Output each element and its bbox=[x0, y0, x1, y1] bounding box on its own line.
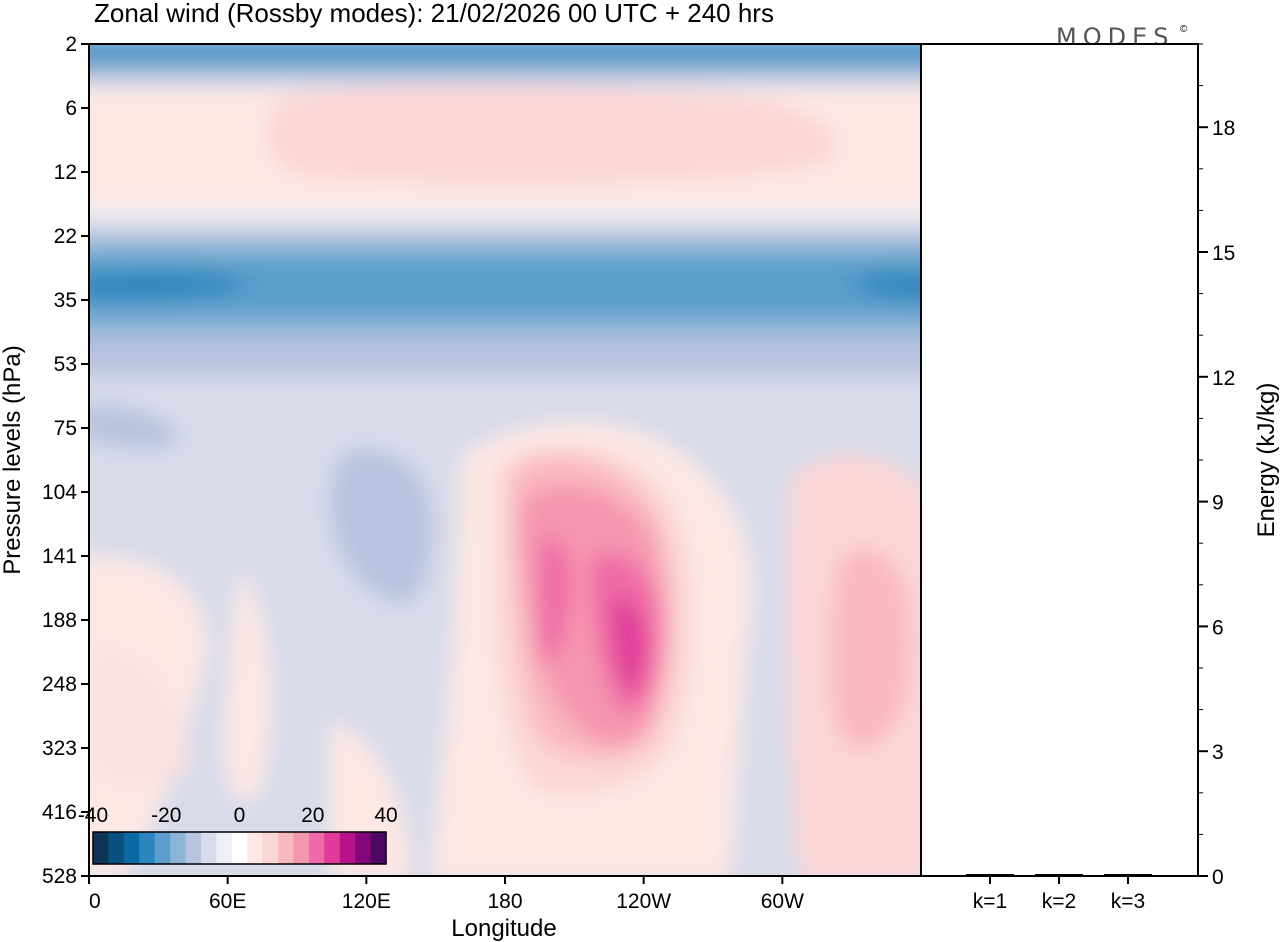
colorbar-swatch bbox=[231, 832, 248, 864]
pink-lower-west-core bbox=[90, 648, 190, 787]
y-tick-label: 2 bbox=[65, 33, 77, 56]
easterly-core-west bbox=[89, 271, 250, 300]
y-axis-label: Pressure levels (hPa) bbox=[0, 345, 26, 574]
colorbar-tick-label: -20 bbox=[151, 804, 181, 827]
energy-tick-label: 6 bbox=[1212, 616, 1224, 639]
energy-tick-label: 0 bbox=[1212, 866, 1224, 889]
colorbar-swatch bbox=[262, 832, 279, 864]
y-axis: 2 6 12 22 35 53 75 104 141 188 248 323 416 528 bbox=[42, 33, 89, 888]
y-tick-label: 416 bbox=[42, 801, 77, 824]
energy-bar bbox=[1104, 874, 1152, 876]
colorbar-swatch bbox=[355, 832, 372, 864]
band-top-3 bbox=[89, 72, 921, 82]
easterly-core-east bbox=[850, 273, 921, 300]
colorbar-tick-label: 20 bbox=[301, 804, 324, 827]
colorbar-tick-label: -40 bbox=[78, 804, 108, 827]
logo-mark: © bbox=[1180, 24, 1188, 35]
y-tick-label: 53 bbox=[54, 353, 77, 376]
y-tick-label: 22 bbox=[54, 225, 77, 248]
energy-bars: k=1 k=2 k=3 bbox=[966, 874, 1152, 913]
colorbar-swatch bbox=[216, 832, 233, 864]
field-shapes bbox=[89, 44, 921, 876]
colorbar-swatch bbox=[324, 832, 341, 864]
y-tick-label: 35 bbox=[54, 289, 77, 312]
colorbar-swatch bbox=[108, 832, 125, 864]
band-low-1 bbox=[89, 316, 921, 338]
colorbar-frame bbox=[92, 831, 387, 865]
patch-west bbox=[89, 404, 180, 449]
y-tick-label: 6 bbox=[65, 97, 77, 120]
jet-core-max bbox=[612, 598, 645, 692]
x-tick-label: 0 bbox=[89, 890, 101, 913]
colorbar-swatch bbox=[293, 832, 310, 864]
colorbar-swatch bbox=[278, 832, 295, 864]
band-low-2 bbox=[89, 336, 921, 378]
band-top-2 bbox=[89, 64, 921, 74]
y-tick-label: 104 bbox=[42, 481, 77, 504]
colorbar-swatch bbox=[93, 832, 110, 864]
zonal-wind-field bbox=[89, 44, 921, 876]
energy-category-label: k=3 bbox=[1111, 890, 1145, 913]
chart-title: Zonal wind (Rossby modes): 21/02/2026 00… bbox=[94, 0, 774, 28]
energy-category-label: k=2 bbox=[1042, 890, 1076, 913]
energy-tick-label: 9 bbox=[1212, 492, 1224, 515]
east-westerly-core bbox=[831, 550, 911, 748]
colorbar-tick-label: 0 bbox=[234, 804, 246, 827]
band-transition bbox=[89, 208, 921, 222]
x-tick-label: 60W bbox=[761, 890, 804, 913]
patch-120e bbox=[329, 450, 433, 604]
band-mid-1 bbox=[89, 220, 921, 232]
y-tick-label: 75 bbox=[54, 417, 77, 440]
energy-tick-label: 15 bbox=[1212, 242, 1235, 265]
energy-tick-label: 12 bbox=[1212, 367, 1235, 390]
energy-bar bbox=[966, 874, 1014, 876]
x-axis-label: Longitude bbox=[451, 915, 556, 942]
y-tick-label: 248 bbox=[42, 673, 77, 696]
energy-axis: 0 3 6 9 12 15 18 bbox=[1198, 43, 1235, 889]
colorbar-swatch bbox=[154, 832, 171, 864]
x-tick-label: 180 bbox=[487, 890, 522, 913]
band-mid-2 bbox=[89, 230, 921, 244]
x-tick-label: 60E bbox=[209, 890, 246, 913]
colorbar-swatch bbox=[308, 832, 325, 864]
colorbar-swatch bbox=[339, 832, 356, 864]
colorbar-swatch bbox=[123, 832, 140, 864]
jet-core-west bbox=[540, 538, 571, 663]
x-tick-label: 120W bbox=[616, 890, 671, 913]
energy-bar bbox=[1035, 874, 1083, 876]
x-axis: 0 60E 120E 180 120W 60W bbox=[88, 876, 804, 913]
colorbar-swatch bbox=[200, 832, 217, 864]
energy-axis-label: Energy (kJ/kg) bbox=[1253, 383, 1280, 538]
energy-tick-label: 18 bbox=[1212, 117, 1235, 140]
band-mid-3 bbox=[89, 242, 921, 256]
band-westerly-core bbox=[266, 85, 837, 184]
colorbar-swatch bbox=[139, 832, 156, 864]
y-tick-label: 12 bbox=[54, 161, 77, 184]
colorbar-swatch bbox=[170, 832, 187, 864]
pink-finger bbox=[224, 570, 271, 802]
colorbar-swatch bbox=[247, 832, 264, 864]
y-tick-label: 188 bbox=[42, 609, 77, 632]
y-tick-label: 141 bbox=[42, 545, 77, 568]
band-top-strong bbox=[89, 44, 921, 56]
colorbar-swatch bbox=[370, 832, 387, 864]
x-tick-label: 120E bbox=[342, 890, 391, 913]
colorbar-swatch bbox=[185, 832, 202, 864]
y-tick-label: 528 bbox=[42, 865, 77, 888]
band-top-1 bbox=[89, 54, 921, 66]
energy-category-label: k=1 bbox=[973, 890, 1007, 913]
energy-panel-frame bbox=[920, 43, 1199, 877]
y-tick-label: 323 bbox=[42, 737, 77, 760]
energy-tick-label: 3 bbox=[1212, 741, 1224, 764]
colorbar: -40 -20 0 20 40 bbox=[78, 804, 398, 865]
colorbar-tick-label: 40 bbox=[374, 804, 397, 827]
band-top-4 bbox=[89, 80, 921, 90]
